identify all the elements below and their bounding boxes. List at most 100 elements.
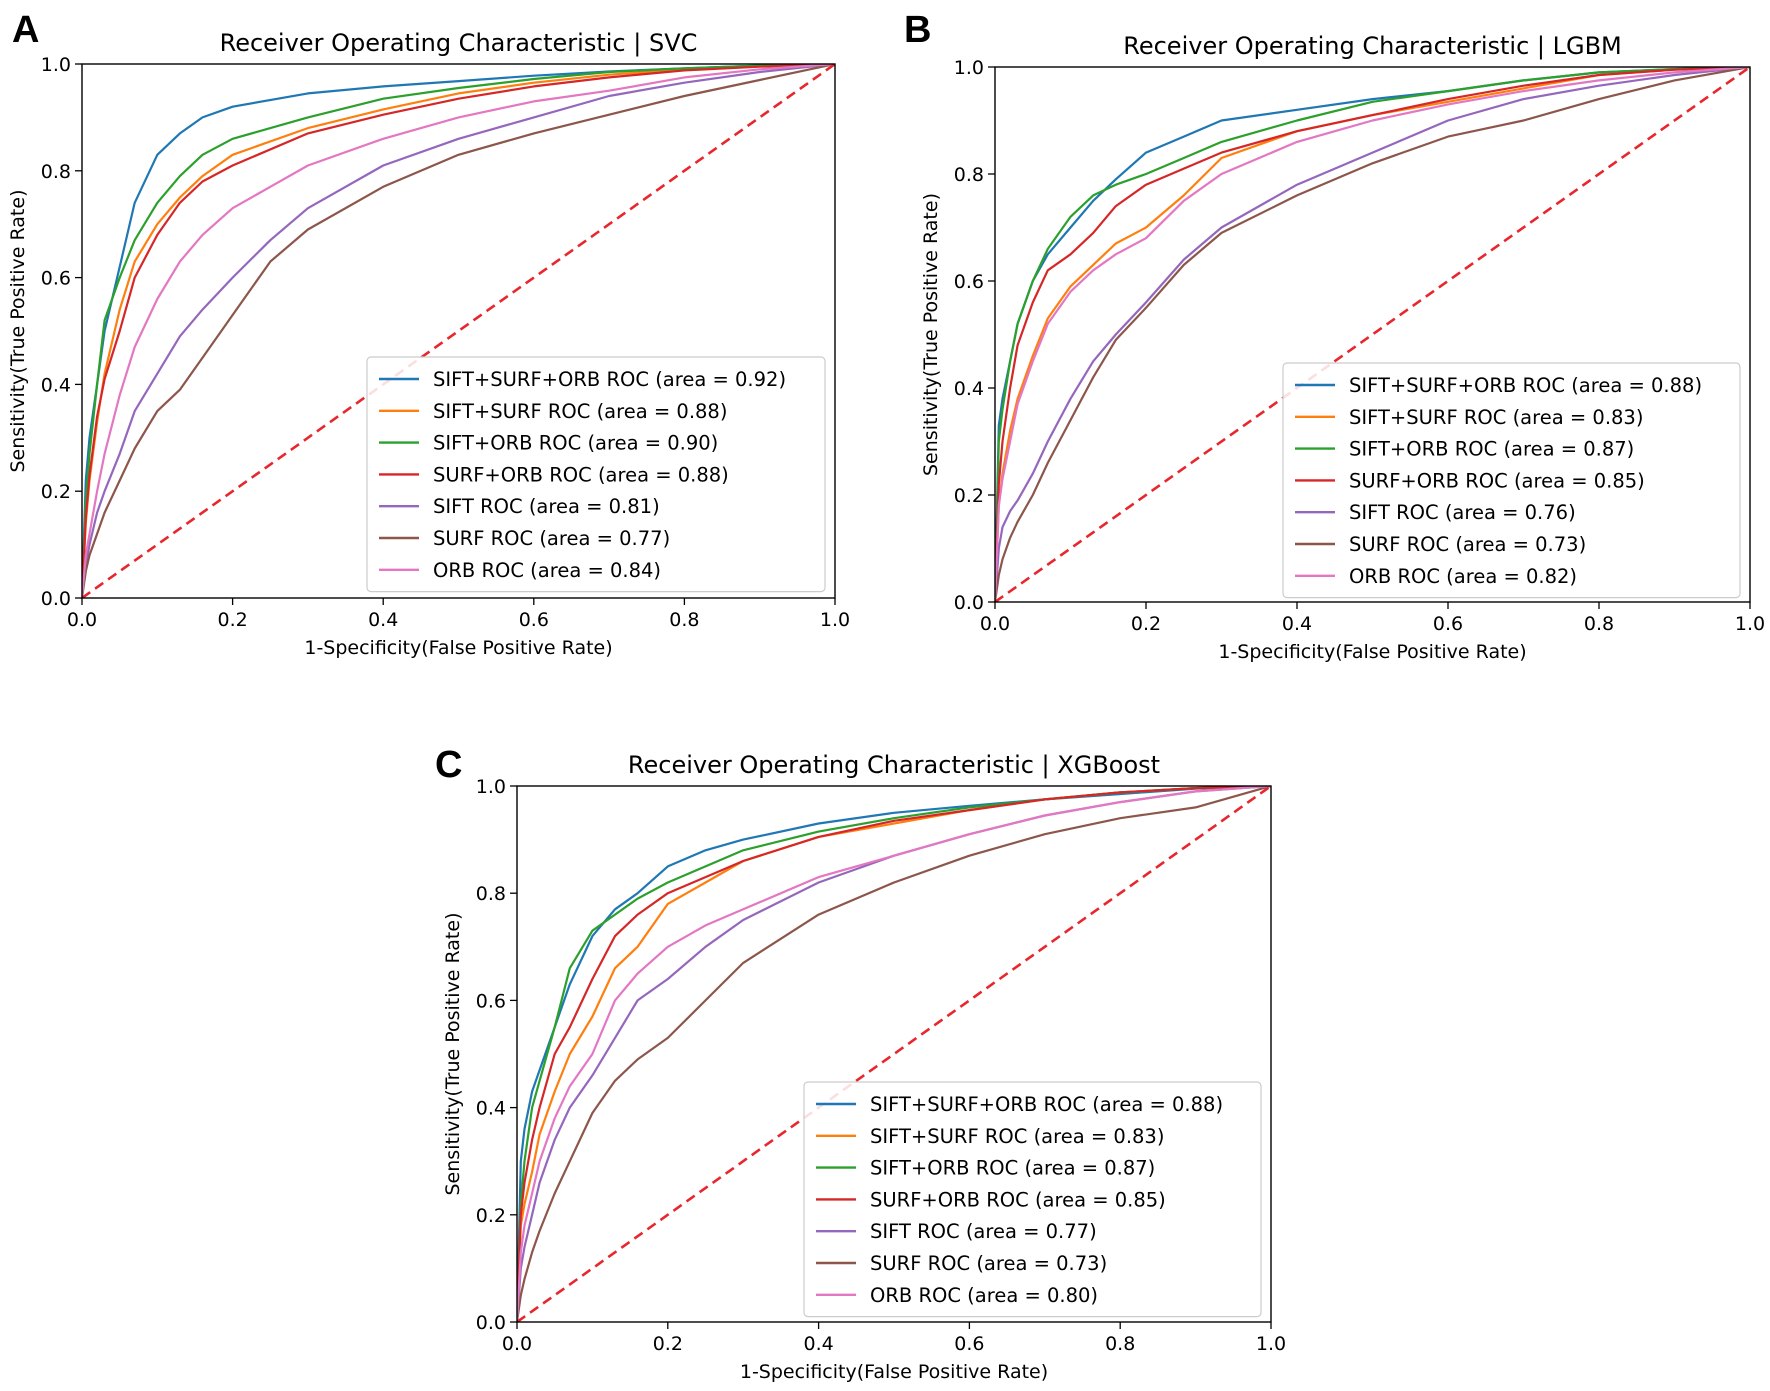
y-tick-label: 0.2: [476, 1205, 506, 1227]
legend-entry: SURF ROC (area = 0.73): [870, 1252, 1107, 1275]
panel-b: B Receiver Operating Characteristic | LGB…: [904, 9, 1765, 663]
roc-curve: [517, 786, 1271, 1322]
y-tick-label: 0.0: [476, 1312, 506, 1334]
x-tick-label: 1.0: [1735, 613, 1765, 635]
chart-title: Receiver Operating Characteristic | XGBo…: [628, 751, 1160, 779]
x-tick-label: 0.0: [502, 1333, 532, 1355]
x-tick-label: 0.4: [1282, 613, 1312, 635]
y-axis-label: Sensitivity(True Positive Rate): [920, 193, 942, 476]
panel-letter: C: [435, 744, 462, 786]
legend-entry: SIFT+SURF+ORB ROC (area = 0.88): [870, 1093, 1223, 1116]
x-tick-label: 0.2: [653, 1333, 683, 1355]
y-tick-label: 0.0: [954, 592, 984, 614]
panel-letter: B: [904, 9, 931, 51]
panel-a: A Receiver Operating Characteristic | SVC…: [7, 9, 850, 659]
legend-entry: SIFT+SURF ROC (area = 0.83): [1349, 406, 1643, 429]
legend-entry: ORB ROC (area = 0.80): [870, 1284, 1098, 1307]
legend-entry: ORB ROC (area = 0.82): [1349, 565, 1577, 588]
chance-line: [82, 64, 835, 598]
legend: SIFT+SURF+ORB ROC (area = 0.92) SIFT+SURF…: [366, 356, 826, 593]
legend-entry: SURF+ORB ROC (area = 0.88): [433, 463, 729, 486]
chance-line: [517, 786, 1271, 1322]
legend-entry: SURF ROC (area = 0.77): [433, 527, 670, 550]
axes-frame: [81, 63, 836, 599]
roc-curve: [995, 67, 1750, 602]
roc-curve: [517, 786, 1271, 1322]
legend-entry: SIFT+SURF ROC (area = 0.88): [433, 400, 727, 423]
y-tick-label: 0.8: [954, 164, 984, 186]
legend-entry: SIFT+ORB ROC (area = 0.87): [1349, 438, 1634, 461]
chart-title: Receiver Operating Characteristic | SVC: [220, 29, 698, 57]
x-tick-label: 0.8: [669, 609, 699, 631]
x-tick-label: 0.4: [368, 609, 398, 631]
x-axis-label: 1-Specificity(False Positive Rate): [1218, 641, 1526, 663]
y-tick-label: 0.8: [41, 161, 71, 183]
legend-entry: SIFT ROC (area = 0.77): [870, 1220, 1097, 1243]
roc-curve: [82, 64, 835, 598]
legend-box: [366, 356, 826, 593]
y-tick-label: 0.4: [41, 374, 71, 396]
y-tick-label: 0.6: [954, 271, 984, 293]
legend-entry: SIFT+SURF+ORB ROC (area = 0.88): [1349, 374, 1702, 397]
roc-curve: [82, 64, 835, 598]
y-tick-label: 0.0: [41, 588, 71, 610]
y-axis-label: Sensitivity(True Positive Rate): [442, 913, 464, 1196]
legend-box: [1282, 362, 1741, 599]
y-tick-label: 0.6: [476, 990, 506, 1012]
legend-entry: SURF ROC (area = 0.73): [1349, 533, 1586, 556]
legend: SIFT+SURF+ORB ROC (area = 0.88) SIFT+SURF…: [1282, 362, 1741, 599]
x-tick-label: 0.8: [1584, 613, 1614, 635]
x-axis-label: 1-Specificity(False Positive Rate): [740, 1361, 1048, 1383]
roc-curve: [995, 67, 1750, 602]
x-tick-label: 0.0: [67, 609, 97, 631]
legend-entry: SIFT+ORB ROC (area = 0.87): [870, 1157, 1155, 1180]
legend-entry: ORB ROC (area = 0.84): [433, 559, 661, 582]
legend: SIFT+SURF+ORB ROC (area = 0.88) SIFT+SURF…: [803, 1081, 1262, 1318]
x-tick-label: 0.2: [1131, 613, 1161, 635]
x-axis-label: 1-Specificity(False Positive Rate): [304, 637, 612, 659]
roc-curve: [995, 67, 1750, 602]
y-tick-label: 0.2: [954, 485, 984, 507]
chart-title: Receiver Operating Characteristic | LGBM: [1123, 32, 1622, 60]
chance-line: [995, 67, 1750, 602]
y-tick-label: 1.0: [954, 57, 984, 79]
y-tick-label: 1.0: [41, 54, 71, 76]
axes-frame: [516, 785, 1272, 1323]
y-axis-label: Sensitivity(True Positive Rate): [7, 190, 29, 473]
legend-entry: SIFT ROC (area = 0.76): [1349, 501, 1576, 524]
x-tick-label: 1.0: [1256, 1333, 1286, 1355]
x-tick-label: 0.2: [217, 609, 247, 631]
panel-c: C Receiver Operating Characteristic | XGB…: [435, 744, 1286, 1383]
legend-entry: SURF+ORB ROC (area = 0.85): [1349, 469, 1645, 492]
series-group: [995, 67, 1750, 602]
roc-curve: [995, 67, 1750, 602]
legend-entry: SIFT ROC (area = 0.81): [433, 495, 660, 518]
x-tick-label: 0.8: [1105, 1333, 1135, 1355]
x-tick-label: 0.6: [1433, 613, 1463, 635]
y-tick-label: 0.8: [476, 883, 506, 905]
y-tick-label: 1.0: [476, 776, 506, 798]
legend-entry: SURF+ORB ROC (area = 0.85): [870, 1188, 1166, 1211]
axes-frame: [994, 66, 1751, 603]
roc-curve: [82, 64, 835, 598]
y-tick-label: 0.4: [954, 378, 984, 400]
legend-entry: SIFT+SURF+ORB ROC (area = 0.92): [433, 368, 786, 391]
series-group: [517, 786, 1271, 1322]
legend-box: [803, 1081, 1262, 1318]
y-tick-label: 0.4: [476, 1098, 506, 1120]
y-tick-label: 0.2: [41, 481, 71, 503]
legend-entry: SIFT+SURF ROC (area = 0.83): [870, 1125, 1164, 1148]
x-tick-label: 1.0: [820, 609, 850, 631]
series-group: [82, 64, 835, 598]
x-tick-label: 0.6: [519, 609, 549, 631]
x-tick-label: 0.6: [954, 1333, 984, 1355]
panel-letter: A: [12, 9, 39, 51]
x-tick-label: 0.4: [803, 1333, 833, 1355]
legend-entry: SIFT+ORB ROC (area = 0.90): [433, 432, 718, 455]
roc-curve: [82, 64, 835, 598]
y-tick-label: 0.6: [41, 268, 71, 290]
roc-curve: [995, 67, 1750, 602]
roc-curve: [517, 786, 1271, 1322]
roc-curve: [995, 67, 1750, 602]
